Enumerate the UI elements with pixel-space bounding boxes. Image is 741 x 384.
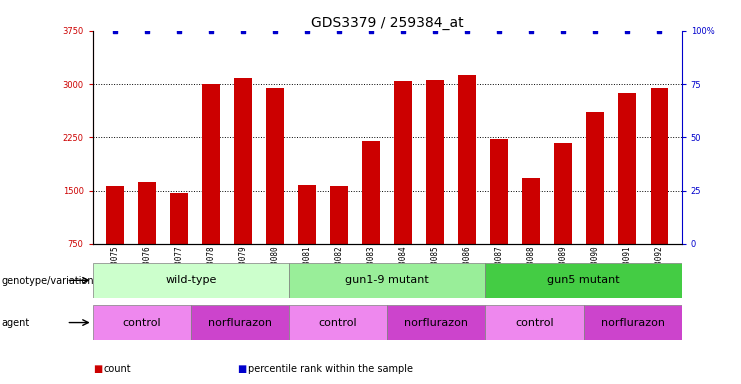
Bar [125,263,158,298]
Bar [491,139,508,297]
Bar [224,263,256,298]
Point [173,28,185,34]
Title: GDS3379 / 259384_at: GDS3379 / 259384_at [311,16,463,30]
Point [557,28,569,34]
Bar [158,263,190,298]
Text: genotype/variation: genotype/variation [1,276,94,286]
Point [269,28,281,34]
Bar [485,305,584,340]
Point [333,28,345,34]
Text: control: control [319,318,357,328]
Point [589,28,601,34]
Bar [289,263,485,298]
Point [462,28,473,34]
Point [109,28,121,34]
Bar [106,186,124,297]
Text: control: control [122,318,161,328]
Bar [330,186,348,297]
Text: count: count [104,364,131,374]
Point [525,28,537,34]
Bar [485,263,518,298]
Point [429,28,441,34]
Bar [289,305,387,340]
Point [205,28,217,34]
Text: ■: ■ [237,364,246,374]
Bar [191,305,289,340]
Bar [459,76,476,297]
Bar [234,78,252,297]
Bar [583,263,617,298]
Bar [202,84,220,297]
Text: gun1-9 mutant: gun1-9 mutant [345,275,429,285]
Bar [522,178,540,297]
Bar [420,263,453,298]
Bar [387,305,485,340]
Point [141,28,153,34]
Bar [93,263,289,298]
Bar [322,263,354,298]
Bar [394,81,412,297]
Bar [651,88,668,297]
Bar [170,194,188,297]
Text: control: control [515,318,554,328]
Bar [93,305,191,340]
Point [622,28,634,34]
Bar [139,182,156,297]
Bar [362,141,380,297]
Bar [426,80,444,297]
Text: norflurazon: norflurazon [208,318,272,328]
Bar [649,263,682,298]
Bar [453,263,485,298]
Bar [266,88,284,297]
Bar [191,263,224,298]
Bar [617,263,649,298]
Point [654,28,665,34]
Point [494,28,505,34]
Bar [586,113,604,297]
Bar [93,263,125,298]
Point [397,28,409,34]
Text: gun5 mutant: gun5 mutant [547,275,620,285]
Point [365,28,377,34]
Bar [518,263,551,298]
Bar [387,263,420,298]
Text: norflurazon: norflurazon [601,318,665,328]
Bar [299,185,316,297]
Text: agent: agent [1,318,30,328]
Bar [256,263,289,298]
Bar [554,143,572,297]
Bar [583,305,682,340]
Text: ■: ■ [93,364,102,374]
Bar [289,263,322,298]
Point [237,28,249,34]
Bar [551,263,583,298]
Bar [354,263,387,298]
Text: wild-type: wild-type [165,275,216,285]
Text: percentile rank within the sample: percentile rank within the sample [248,364,413,374]
Bar [619,93,636,297]
Bar [485,263,682,298]
Point [301,28,313,34]
Text: norflurazon: norflurazon [405,318,468,328]
